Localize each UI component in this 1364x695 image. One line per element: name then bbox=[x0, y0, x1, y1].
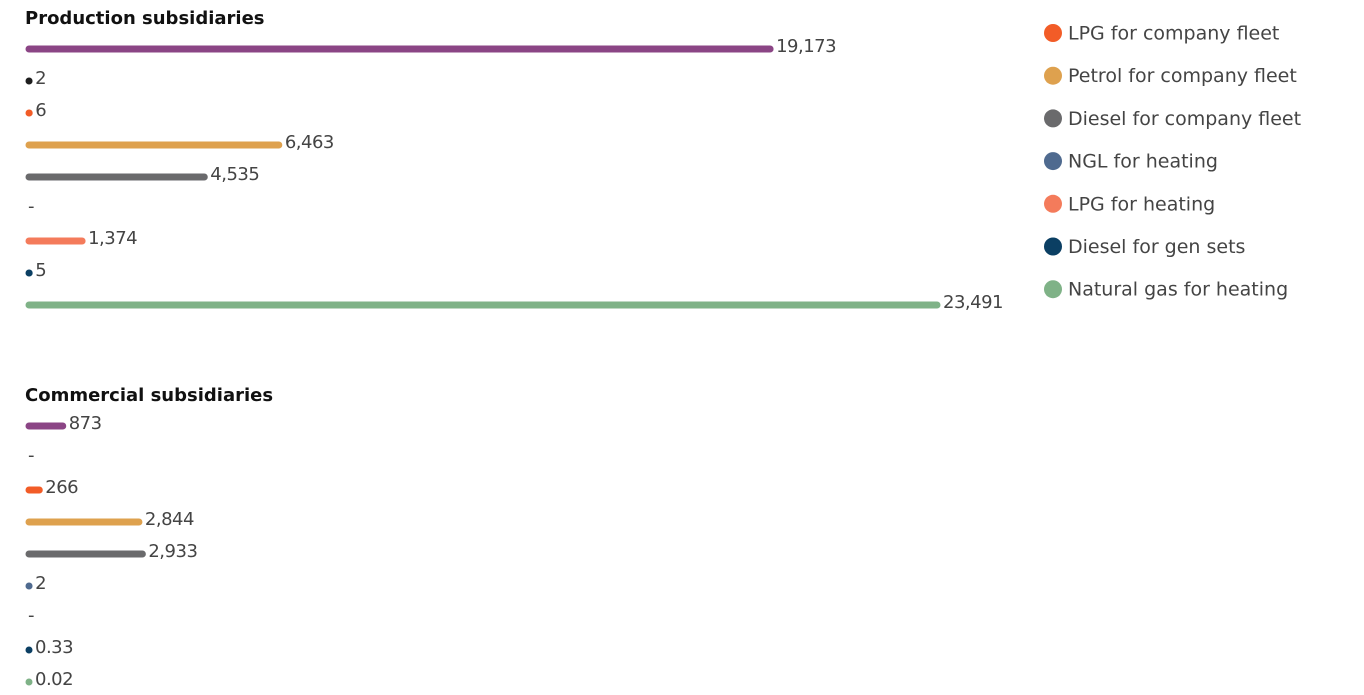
value-label: 5 bbox=[35, 260, 46, 281]
value-label: 6,463 bbox=[285, 132, 334, 153]
value-label: 23,491 bbox=[943, 292, 1003, 313]
legend-label: Diesel for gen sets bbox=[1068, 236, 1245, 258]
legend-label: LPG for company fleet bbox=[1068, 23, 1279, 45]
legend-label: Petrol for company fleet bbox=[1068, 65, 1297, 87]
value-label: 19,173 bbox=[776, 36, 836, 57]
value-label: 4,535 bbox=[210, 164, 259, 185]
legend-dot bbox=[1044, 237, 1062, 256]
value-label: 266 bbox=[45, 477, 78, 498]
value-label: - bbox=[28, 445, 34, 466]
value-label: 2 bbox=[35, 573, 46, 594]
legend-dot bbox=[1044, 280, 1062, 299]
legend-dot bbox=[1044, 109, 1062, 128]
value-label: 2 bbox=[35, 68, 46, 89]
value-label: 0.02 bbox=[35, 669, 73, 690]
value-label: - bbox=[28, 196, 34, 217]
group-title: Production subsidiaries bbox=[25, 8, 265, 29]
legend-label: Diesel for company fleet bbox=[1068, 108, 1301, 130]
legend-dot bbox=[1044, 194, 1062, 213]
value-label: 2,844 bbox=[145, 509, 194, 530]
value-label: 0.33 bbox=[35, 637, 73, 658]
value-label: - bbox=[28, 605, 34, 626]
value-label: 6 bbox=[35, 100, 46, 121]
legend-label: LPG for heating bbox=[1068, 193, 1215, 215]
legend-dot bbox=[1044, 24, 1062, 42]
value-label: 2,933 bbox=[148, 541, 197, 562]
value-label: 873 bbox=[69, 413, 102, 434]
legend-dot bbox=[1044, 66, 1062, 85]
group-title: Commercial subsidiaries bbox=[25, 385, 273, 406]
value-label: 1,374 bbox=[88, 228, 137, 249]
legend-dot bbox=[1044, 152, 1062, 171]
legend-label: NGL for heating bbox=[1068, 151, 1218, 173]
legend-label: Natural gas for heating bbox=[1068, 279, 1288, 301]
